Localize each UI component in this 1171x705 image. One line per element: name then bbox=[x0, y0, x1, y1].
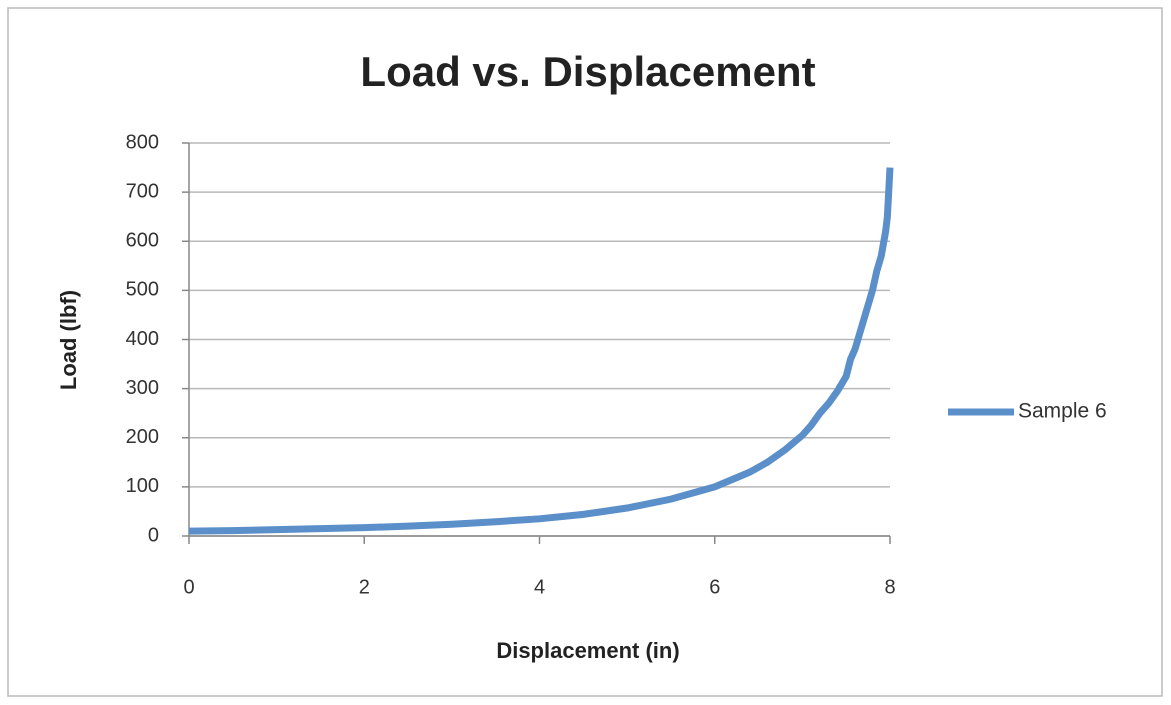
y-tick-label: 100 bbox=[126, 475, 159, 497]
x-tick-label: 2 bbox=[359, 576, 370, 598]
chart-frame bbox=[7, 7, 1163, 697]
x-axis-label: Displacement (in) bbox=[496, 638, 679, 663]
x-tick-label: 4 bbox=[534, 576, 545, 598]
x-tick-label: 0 bbox=[183, 576, 194, 598]
y-tick-label: 400 bbox=[126, 328, 159, 350]
y-tick-label: 200 bbox=[126, 426, 159, 448]
x-tick-label: 8 bbox=[884, 576, 895, 598]
y-tick-label: 500 bbox=[126, 279, 159, 301]
y-tick-label: 700 bbox=[126, 180, 159, 202]
y-tick-label: 800 bbox=[126, 131, 159, 153]
y-tick-label: 0 bbox=[148, 524, 159, 546]
chart-title: Load vs. Displacement bbox=[360, 48, 815, 95]
y-tick-label: 300 bbox=[126, 377, 159, 399]
y-axis-label: Load (lbf) bbox=[56, 290, 81, 390]
legend-label: Sample 6 bbox=[1018, 400, 1107, 423]
data-line bbox=[188, 167, 894, 535]
y-tick-label: 600 bbox=[126, 230, 159, 252]
x-tick-label: 6 bbox=[709, 576, 720, 598]
